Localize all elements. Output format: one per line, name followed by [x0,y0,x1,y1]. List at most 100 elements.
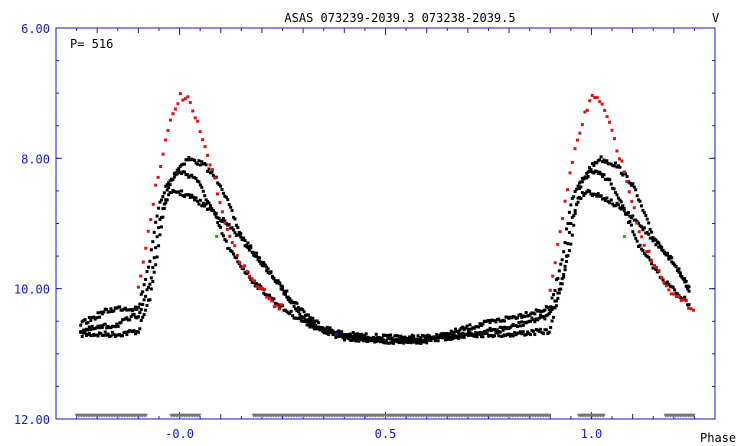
data-point-black [605,159,609,163]
data-point-black [668,256,672,260]
data-point-black [477,332,481,336]
data-point-black [553,288,557,292]
data-point-black [102,310,106,314]
data-point-red [625,180,629,184]
data-point-red [593,96,597,100]
data-point-black [619,207,623,211]
data-point-black [164,201,168,205]
data-point-black [211,173,215,177]
data-point-black [263,263,267,267]
data-point-black [301,308,305,312]
data-point-black [159,216,163,220]
data-point-red [149,218,153,222]
data-point-black [236,260,240,264]
data-point-black [565,254,569,258]
data-point-black [650,230,654,234]
data-point-black [458,328,462,332]
data-point-black [628,220,632,224]
data-point-red [600,102,604,106]
data-point-black [207,201,211,205]
data-point-black [97,315,101,319]
data-point-black [208,206,212,210]
data-point-black [175,172,179,176]
data-point-black [627,211,631,215]
data-point-black [563,241,567,245]
data-point-red [215,192,219,196]
data-point-black [520,315,524,319]
data-point-red [173,107,177,111]
data-point-black [167,186,171,190]
data-point-black [635,239,639,243]
data-point-red [669,292,673,296]
data-point-black [177,190,181,194]
data-point-black [631,182,635,186]
data-point-black [304,318,308,322]
data-point-black [644,213,648,217]
data-point-black [609,162,613,166]
data-point-green [622,235,626,239]
data-point-black [220,232,224,236]
data-point-black [381,338,385,342]
data-point-black [306,323,310,327]
data-point-black [454,327,458,331]
data-point-black [550,319,554,323]
data-point-red [561,217,565,221]
data-point-black [165,183,169,187]
data-point-black [148,259,152,263]
data-point-black [547,312,551,316]
data-point-black [513,331,517,335]
data-point-red [617,157,621,161]
data-point-black [246,246,250,250]
data-point-black [324,327,328,331]
data-point-black [279,284,283,288]
data-point-red [585,108,589,112]
data-point-black [361,339,365,343]
data-point-red [166,128,170,132]
data-point-red [674,295,678,299]
data-point-black [132,329,136,333]
data-point-black [533,320,537,324]
chart-title: ASAS 073239-2039.3 073238-2039.5 [284,11,515,25]
data-point-black [188,195,192,199]
data-point-black [650,262,654,266]
data-point-black [223,238,227,242]
data-point-black [197,159,201,163]
data-point-black [439,334,443,338]
data-point-black [599,172,603,176]
data-point-black [413,338,417,342]
data-point-black [145,288,149,292]
data-point-black [384,339,388,343]
data-point-black [609,198,613,202]
data-point-black [386,336,390,340]
data-point-black [311,316,315,320]
data-point-black [541,315,545,319]
data-point-black [308,315,312,319]
data-point-black [113,325,117,329]
data-point-black [541,332,545,336]
data-point-black [445,337,449,341]
data-point-black [233,217,237,221]
period-annotation: P= 516 [70,37,113,51]
data-point-black [103,330,107,334]
data-point-red [253,279,257,283]
data-point-red [272,305,276,309]
data-point-black [664,253,668,257]
data-point-black [139,307,143,311]
data-point-black [647,221,651,225]
data-point-black [99,324,103,328]
data-point-black [602,158,606,162]
data-point-red [223,221,227,225]
data-point-black [389,333,393,337]
data-point-black [242,267,246,271]
data-point-black [281,287,285,291]
data-point-black [204,198,208,202]
data-point-black [673,288,677,292]
data-point-black [149,276,153,280]
data-point-black [178,193,182,197]
data-point-black [494,320,498,324]
data-point-black [595,169,599,173]
data-point-black [276,279,280,283]
data-point-black [648,227,652,231]
data-point-black [518,330,522,334]
data-point-black [364,332,368,336]
